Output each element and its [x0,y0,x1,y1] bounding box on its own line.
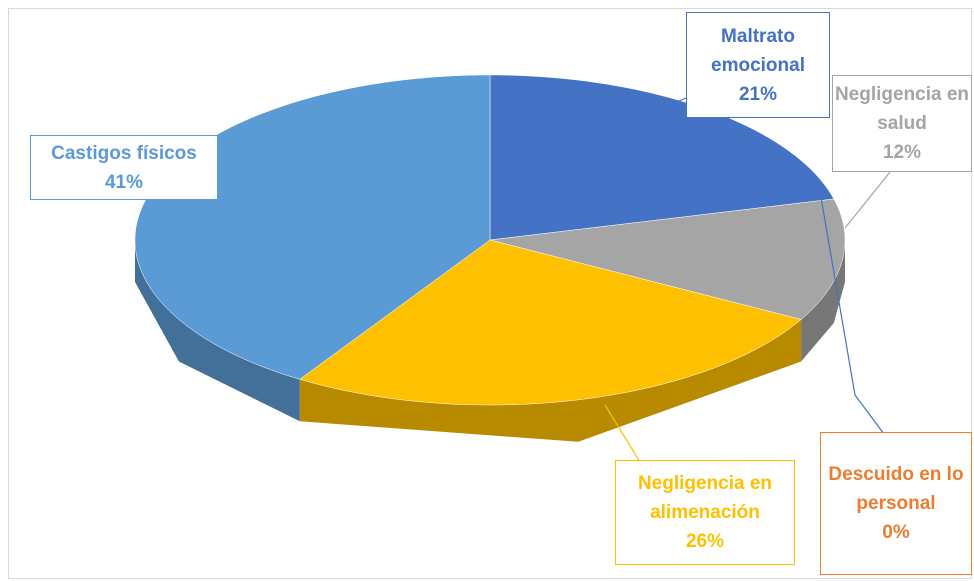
value-label: 41% [104,171,144,193]
slice [489,198,846,320]
value-label: 0% [882,522,910,543]
leader-line [670,97,691,111]
category-label: Maltrato emocional [711,25,805,76]
category-label: Castigos físicos [51,142,197,164]
leader-line [817,179,885,435]
data-callout: Castigos físicos 41% [30,135,218,200]
data-callout: Descuido en lo personal 0% [820,432,972,575]
slice [299,239,802,406]
chart-frame [8,8,972,579]
category-label: Negligencia en salud [834,84,970,134]
data-callout: Maltrato emocional 21% [686,12,830,118]
category-label: Negligencia en alimenación [637,473,773,523]
value-label: 12% [882,142,922,163]
value-label: 26% [685,531,725,552]
slice-side [135,240,300,422]
data-callout: Negligencia en salud 12% [832,75,972,172]
data-callout: Negligencia en alimenación 26% [615,460,795,565]
leader-line [844,171,891,229]
slice-side [801,240,845,362]
slice-side [299,319,802,442]
category-label: Descuido en lo personal [828,464,964,514]
value-label: 21% [738,83,778,105]
